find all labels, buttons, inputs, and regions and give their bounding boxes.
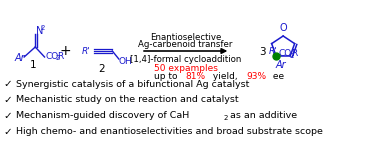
Text: OH: OH (119, 56, 133, 66)
Text: 81%: 81% (186, 71, 206, 81)
Text: R': R' (269, 47, 278, 56)
Text: Mechanistic study on the reaction and catalyst: Mechanistic study on the reaction and ca… (16, 96, 239, 105)
Text: Enantioselective: Enantioselective (150, 32, 222, 41)
Text: as an additive: as an additive (227, 112, 297, 121)
Text: 2: 2 (98, 64, 104, 74)
Text: CO: CO (279, 49, 292, 58)
Text: 2: 2 (56, 55, 60, 61)
Text: Ar: Ar (275, 60, 286, 70)
Text: [1,4]-formal cycloaddition: [1,4]-formal cycloaddition (130, 55, 241, 64)
Text: ee: ee (270, 71, 285, 81)
Text: Synergistic catalysis of a bifunctional Ag catalyst: Synergistic catalysis of a bifunctional … (16, 80, 249, 88)
Text: Ag-carbenoid transfer: Ag-carbenoid transfer (138, 40, 233, 49)
Text: yield,: yield, (210, 71, 240, 81)
Text: 1: 1 (30, 60, 37, 70)
Text: 2: 2 (289, 53, 293, 59)
Text: 50 expamples: 50 expamples (154, 64, 218, 72)
Text: 2: 2 (223, 115, 228, 121)
Text: 93%: 93% (246, 71, 266, 81)
Text: R: R (57, 51, 64, 61)
Text: Mechanism-guided discovery of CaH: Mechanism-guided discovery of CaH (16, 112, 189, 121)
Text: 2: 2 (41, 25, 45, 31)
Text: R': R' (81, 46, 90, 56)
Text: 3: 3 (259, 47, 266, 57)
Text: R: R (291, 49, 297, 58)
Text: ✓: ✓ (3, 79, 12, 89)
Text: N: N (36, 26, 43, 36)
Text: ✓: ✓ (3, 127, 12, 137)
Text: ✓: ✓ (3, 95, 12, 105)
Text: CO: CO (45, 51, 59, 61)
Text: +: + (59, 44, 71, 58)
Text: up to: up to (154, 71, 180, 81)
Text: ✓: ✓ (3, 111, 12, 121)
Text: Ar: Ar (14, 53, 25, 63)
Text: High chemo- and enantioselectivities and broad substrate scope: High chemo- and enantioselectivities and… (16, 127, 323, 137)
Text: O: O (279, 23, 287, 33)
